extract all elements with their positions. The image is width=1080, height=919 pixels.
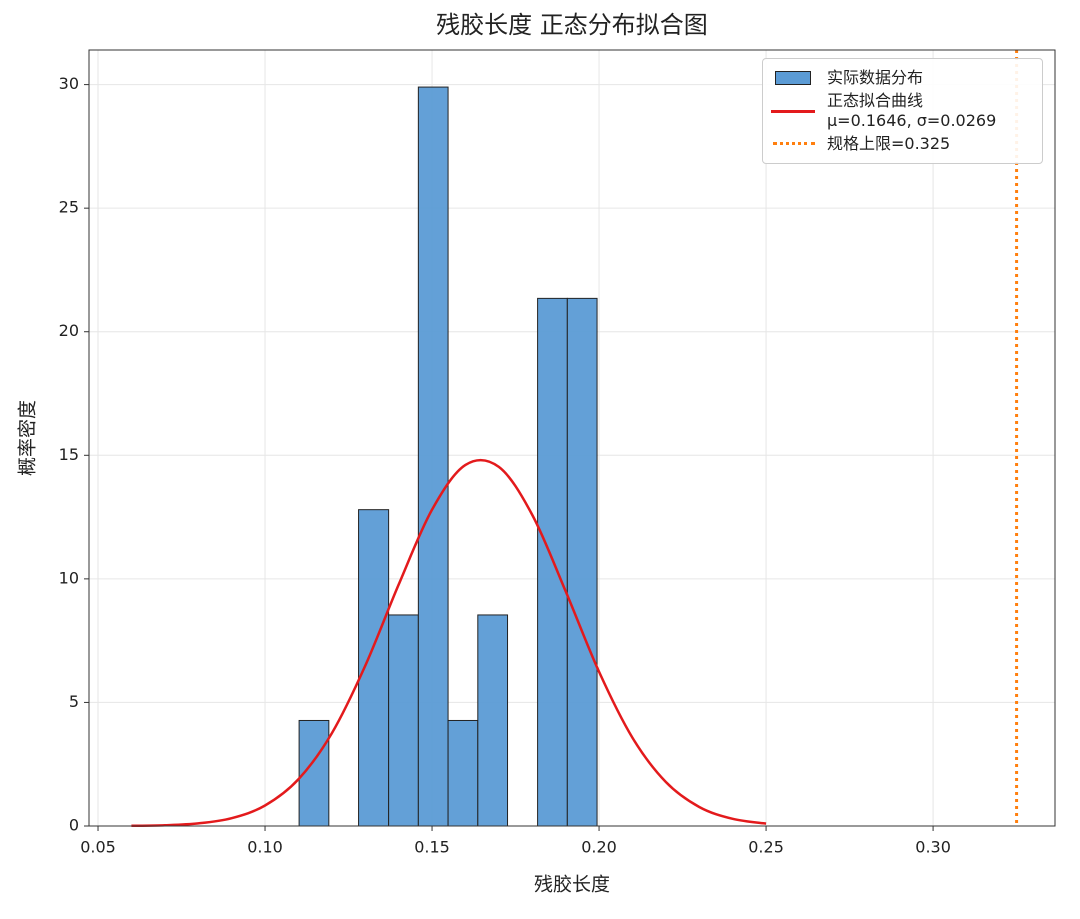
x-tick-label: 0.15	[414, 838, 450, 857]
histogram-bar	[477, 614, 509, 827]
chart-title: 残胶长度 正态分布拟合图	[436, 11, 708, 39]
x-tick-label: 0.10	[247, 838, 283, 857]
x-tick-label: 0.30	[915, 838, 951, 857]
y-tick-label: 20	[59, 321, 79, 340]
histogram-bar	[417, 86, 449, 827]
y-tick-label: 0	[69, 816, 79, 835]
x-tick-label: 0.05	[80, 838, 116, 857]
y-tick-label: 15	[59, 445, 79, 464]
legend-label: 正态拟合曲线 μ=0.1646, σ=0.0269	[827, 91, 997, 130]
legend-label: 规格上限=0.325	[827, 134, 951, 153]
legend-key	[771, 101, 815, 121]
histogram-bar	[566, 297, 598, 827]
histogram-bar	[447, 719, 479, 827]
legend-entry: 正态拟合曲线 μ=0.1646, σ=0.0269	[771, 91, 1034, 131]
histogram-bar	[388, 614, 419, 827]
legend-entry: 实际数据分布	[771, 68, 1034, 88]
legend-key	[771, 134, 815, 154]
y-tick-label: 30	[59, 74, 79, 93]
legend-key	[771, 68, 815, 88]
fit-curve	[131, 458, 767, 828]
x-tick-label: 0.25	[748, 838, 784, 857]
y-tick-label: 10	[59, 568, 79, 587]
x-axis-label: 残胶长度	[534, 874, 610, 896]
y-tick-label: 25	[59, 198, 79, 217]
legend: 实际数据分布正态拟合曲线 μ=0.1646, σ=0.0269 规格上限=0.32…	[762, 58, 1043, 164]
y-axis-label: 概率密度	[17, 400, 39, 476]
plot-frame	[88, 49, 1056, 827]
y-tick-label: 5	[69, 692, 79, 711]
legend-label: 实际数据分布	[827, 68, 924, 87]
legend-entry: 规格上限=0.325	[771, 134, 1034, 154]
x-tick-label: 0.20	[581, 838, 617, 857]
